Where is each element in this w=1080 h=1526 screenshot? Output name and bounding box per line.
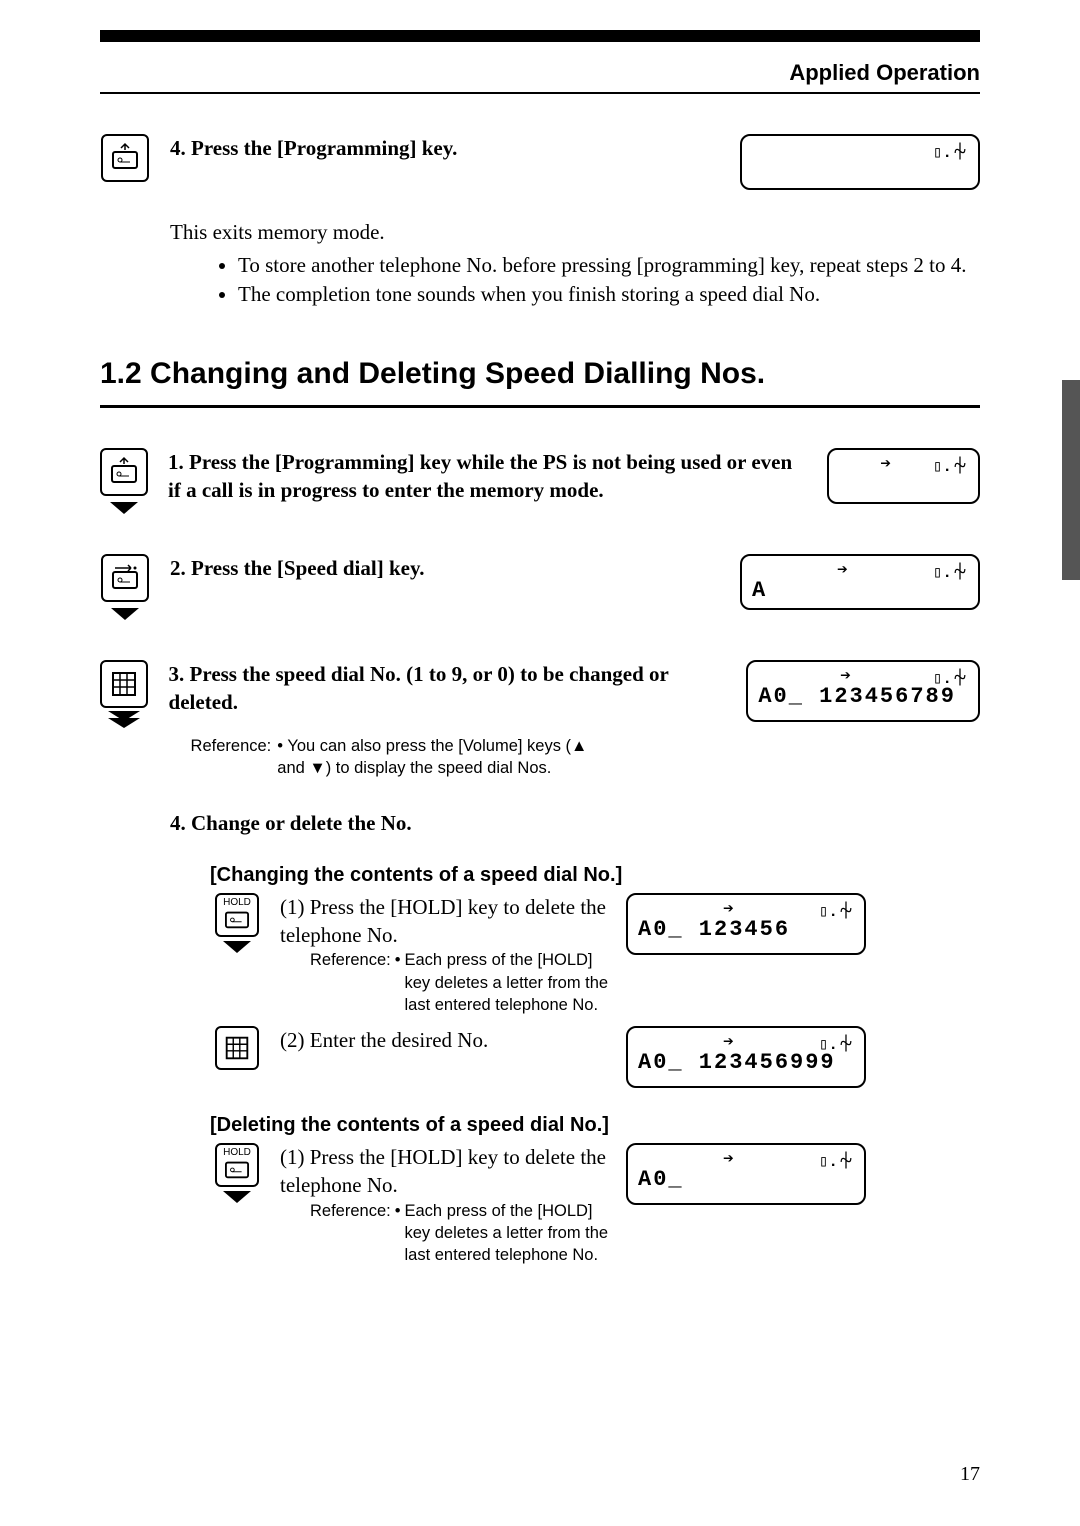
step-2-text: 2. Press the [Speed dial] key. [170,554,720,582]
hold-key-icon: HOLD [215,1143,259,1187]
lcd-changing-1: ➔▯.⏆ A0_ 123456 [626,893,866,955]
next-step-icon [223,941,251,953]
next-step-icon [110,502,138,514]
changing-sub2-text: Enter the desired No. [310,1028,488,1052]
top-bar [100,30,980,42]
changing-sub2-num: (2) [280,1028,305,1052]
changing-sub1-num: (1) [280,895,305,919]
ref-bullet: • [395,1200,401,1267]
step-4-body: This exits memory mode. [170,220,980,245]
hold-key-icon: HOLD [215,893,259,937]
lcd-step3-text: A0_ 123456789 [758,686,968,708]
deleting-sub1-row: HOLD (1) Press the [HOLD] key to delete … [210,1143,980,1266]
step-3-row: 3. Press the speed dial No. (1 to 9, or … [100,660,980,779]
step-4-bullet-2: The completion tone sounds when you fini… [238,282,980,307]
step-4-row: 4. Press the [Programming] key. ▯.⏆ [100,134,980,190]
lcd-changing-2-text: A0_ 123456999 [638,1052,854,1074]
step-4-text-col: 4. Press the [Programming] key. [170,134,720,162]
deleting-sub1-num: (1) [280,1145,305,1169]
step-4b-row: 4. Change or delete the No. [100,809,980,837]
lcd-deleting-1: ➔ ▯.⏆ A0_ [626,1143,866,1205]
step-3-text: 3. Press the speed dial No. (1 to 9, or … [169,660,727,779]
deleting-sub1-text: Press the [HOLD] key to delete the telep… [280,1145,606,1197]
ref-label: Reference: [310,949,391,1016]
changing-heading: [Changing the contents of a speed dial N… [210,864,980,887]
lcd-step3: ➔▯.⏆ A0_ 123456789 [746,660,980,722]
side-tab [1062,380,1080,580]
ref-label: Reference: [310,1200,391,1267]
arrow-icon: ➔ [723,1148,734,1170]
programming-key-icon [100,448,148,496]
changing-block: [Changing the contents of a speed dial N… [210,864,980,1088]
lcd-changing-1-text: A0_ 123456 [638,919,854,941]
lcd-step1: ➔ ▯.⏆ [827,448,980,504]
signal-icon: ▯.⏆ [933,138,968,162]
reference-text: • You can also press the [Volume] keys (… [277,735,607,780]
header-title: Applied Operation [100,60,980,86]
section-rule [100,405,980,408]
page: Applied Operation 4. Press the [Programm… [0,0,1080,1526]
arrow-icon: ➔ [837,559,848,581]
changing-sub1-row: HOLD (1) Press the [HOLD] key to delete … [210,893,980,1016]
signal-icon: ▯.⏆ [819,1147,854,1171]
lcd-step2: ➔ ▯.⏆ A [740,554,980,610]
lcd-changing-2: ➔▯.⏆ A0_ 123456999 [626,1026,866,1088]
ref-bullet: • [395,949,401,1016]
signal-icon: ▯.⏆ [819,897,854,921]
programming-key-icon [101,134,149,182]
ref-text: Each press of the [HOLD] key deletes a l… [405,1200,611,1267]
lcd-step2-text: A [752,580,968,602]
changing-sub2-row: (2) Enter the desired No. ➔▯.⏆ A0_ 12345… [210,1026,980,1088]
section-title: 1.2 Changing and Deleting Speed Dialling… [100,357,980,391]
changing-sub1-text: Press the [HOLD] key to delete the telep… [280,895,606,947]
step-4-num: 4. [170,136,186,160]
signal-icon: ▯.⏆ [933,558,968,582]
step-1-row: 1. Press the [Programming] key while the… [100,448,980,514]
step-4-bullets: To store another telephone No. before pr… [198,253,980,307]
next-step-icon [223,1191,251,1203]
lcd-top-step4: ▯.⏆ [740,134,980,190]
step-4-title: Press the [Programming] key. [191,136,457,160]
deleting-heading: [Deleting the contents of a speed dial N… [210,1114,980,1137]
ref-text: Each press of the [HOLD] key deletes a l… [405,949,611,1016]
signal-icon: ▯.⏆ [933,452,968,476]
keypad-icon [100,660,148,708]
hold-label: HOLD [223,897,251,908]
key-col [100,134,150,182]
speed-dial-key-icon [101,554,149,602]
step-2-row: 2. Press the [Speed dial] key. ➔ ▯.⏆ A [100,554,980,620]
step-1-text: 1. Press the [Programming] key while the… [168,448,807,505]
next-step-icon [108,714,140,728]
step-4-body-wrap: This exits memory mode. To store another… [170,220,980,307]
lcd-deleting-1-text: A0_ [638,1169,854,1191]
step-4-bullet-1: To store another telephone No. before pr… [238,253,980,278]
arrow-icon: ➔ [880,453,891,475]
reference-label: Reference: [191,735,272,780]
next-step-icon [111,608,139,620]
keypad-icon [215,1026,259,1070]
header-rule [100,92,980,94]
page-number: 17 [960,1463,980,1486]
deleting-block: [Deleting the contents of a speed dial N… [210,1114,980,1266]
hold-label: HOLD [223,1147,251,1158]
